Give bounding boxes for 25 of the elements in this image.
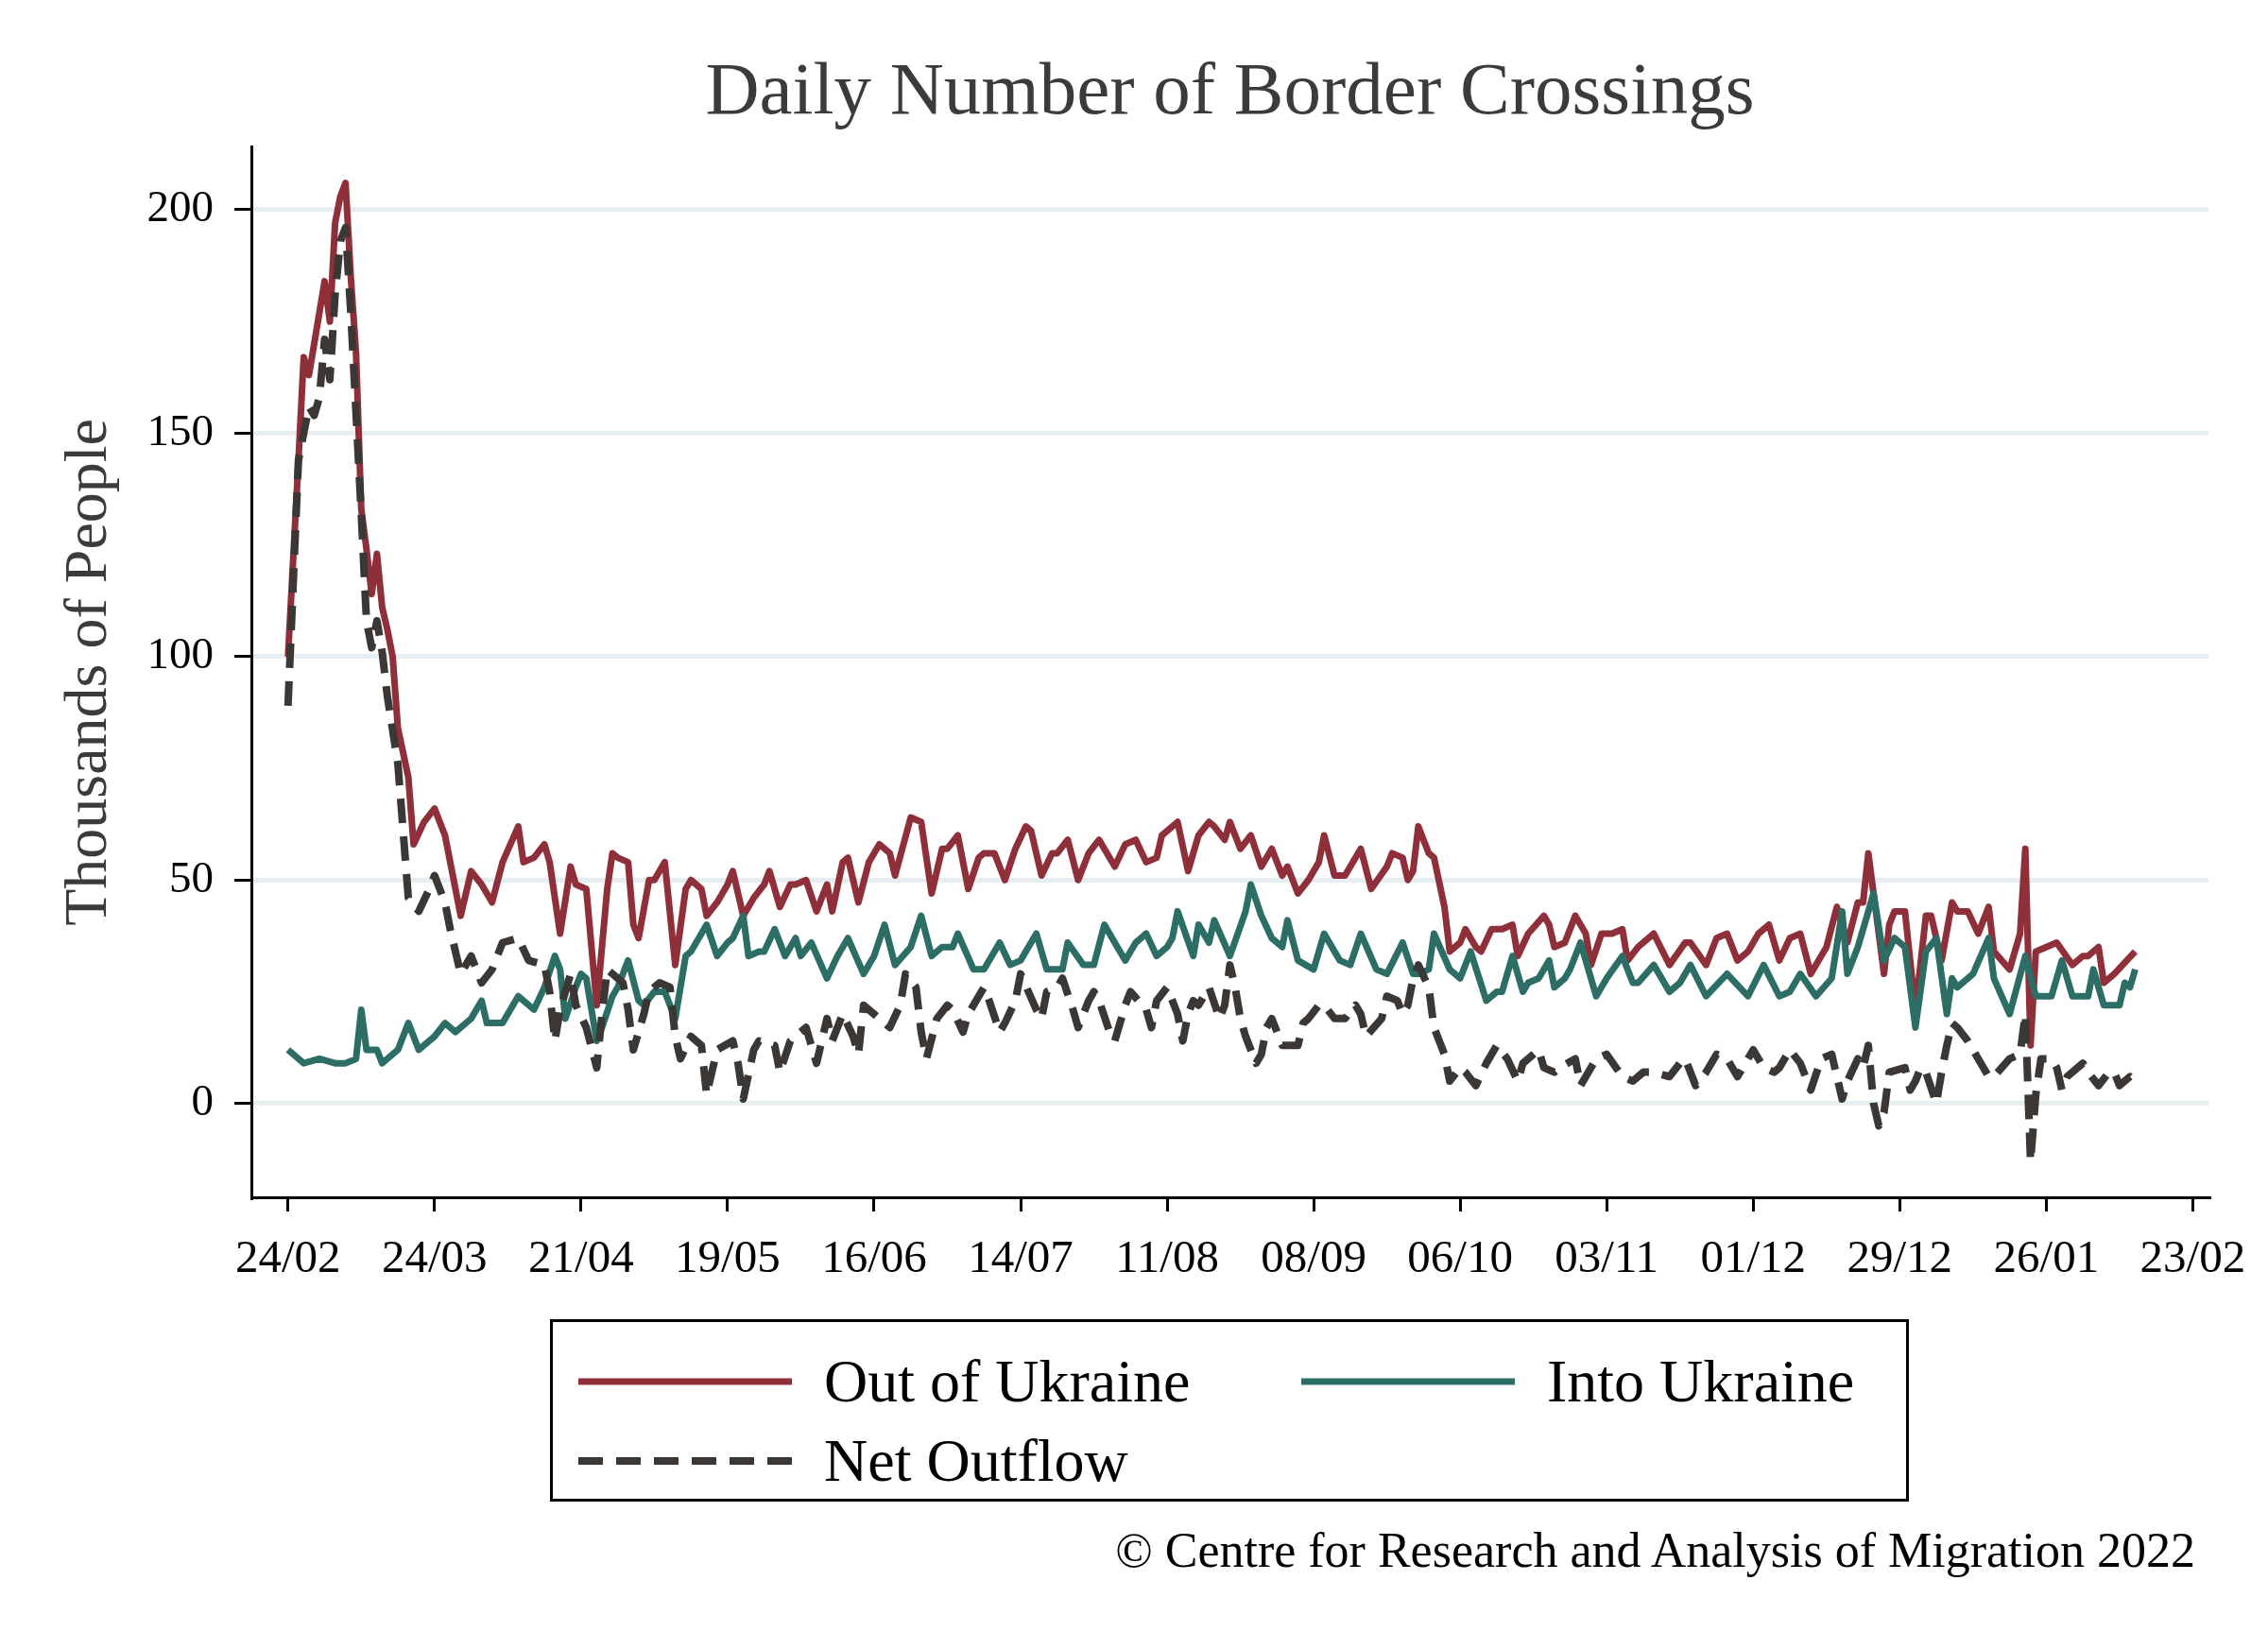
x-tick-label: 21/04 <box>528 1230 634 1283</box>
legend-label: Net Outflow <box>824 1426 1128 1496</box>
x-tick-label: 11/08 <box>1115 1230 1219 1283</box>
x-tick-label: 29/12 <box>1847 1230 1953 1283</box>
x-tick-label: 06/10 <box>1407 1230 1513 1283</box>
y-tick-label: 50 <box>169 851 214 902</box>
y-tick-label: 0 <box>191 1075 214 1125</box>
y-tick-label: 100 <box>146 628 214 678</box>
x-tick-label: 14/07 <box>968 1230 1074 1283</box>
x-tick-label: 24/03 <box>382 1230 488 1283</box>
x-tick-label: 26/01 <box>1993 1230 2100 1283</box>
text: © Centre for Research and Analysis of Migration 2022 <box>1115 1522 2195 1579</box>
x-tick-label: 08/09 <box>1261 1230 1366 1283</box>
x-tick-label: 16/06 <box>821 1230 927 1283</box>
x-tick-label: 19/05 <box>675 1230 781 1283</box>
x-tick-label: 03/11 <box>1555 1230 1659 1283</box>
y-axis-title: Thousands of People <box>52 418 120 926</box>
legend-label: Into Ukraine <box>1547 1347 1855 1417</box>
x-tick-label: 01/12 <box>1700 1230 1807 1283</box>
x-tick-label: 23/02 <box>2139 1230 2246 1283</box>
x-tick-label: 24/02 <box>234 1230 341 1283</box>
y-tick-label: 150 <box>146 404 214 455</box>
legend-label: Out of Ukraine <box>824 1347 1191 1417</box>
chart-title: Daily Number of Border Crossings <box>705 47 1755 130</box>
y-tick-label: 200 <box>146 181 214 232</box>
